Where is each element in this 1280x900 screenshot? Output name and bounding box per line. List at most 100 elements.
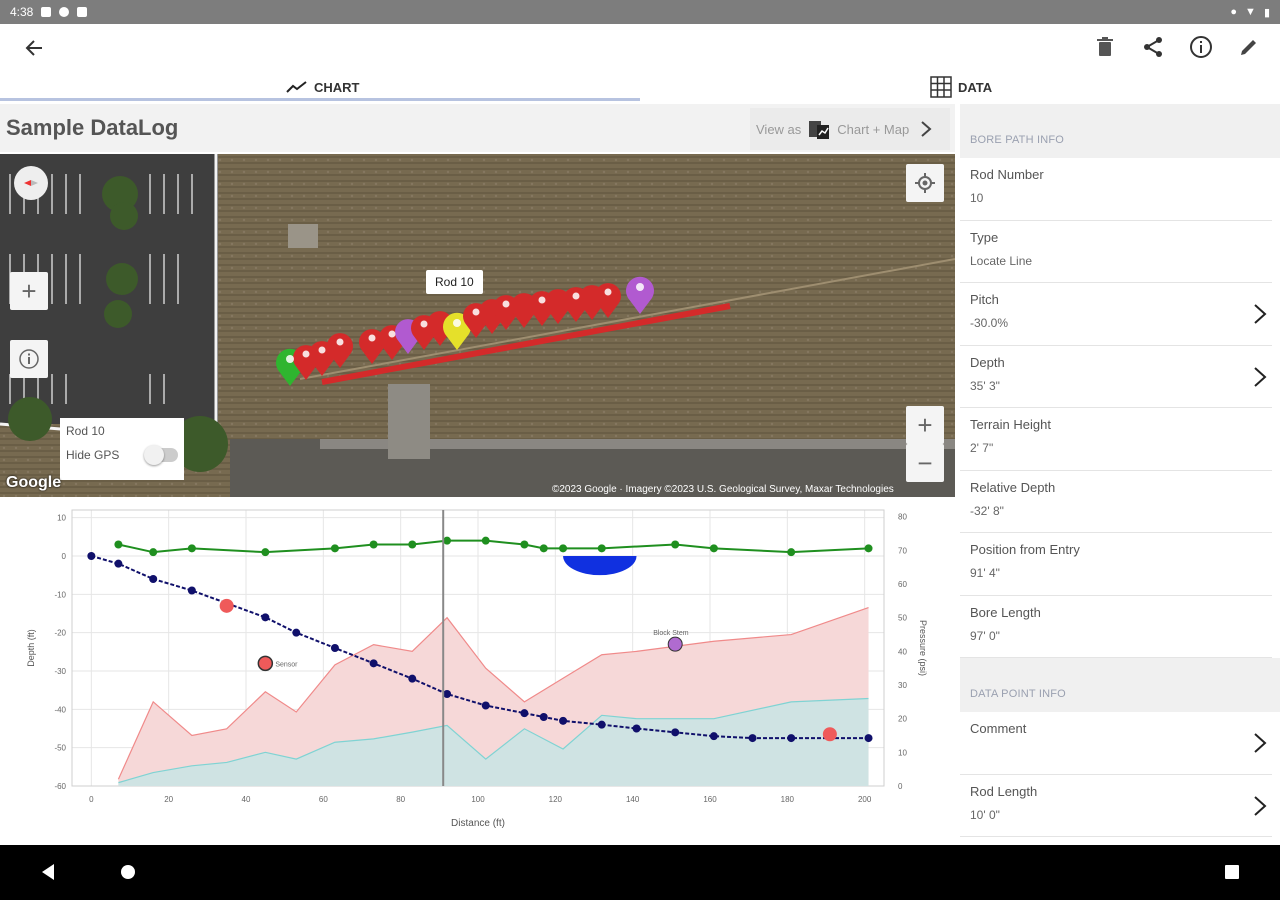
terrain-point (330, 544, 339, 553)
tab-data[interactable]: DATA (930, 72, 992, 102)
terrain-point (559, 544, 568, 553)
bore-point (671, 728, 680, 737)
terrain-point (539, 544, 548, 553)
info-row-value: 2' 7" (970, 441, 994, 455)
map-zoom-in-button[interactable]: + (906, 406, 944, 444)
square-recents-icon (1225, 865, 1239, 879)
bore-point (187, 586, 196, 595)
y2-tick-label: 80 (898, 513, 907, 522)
rod-popup: Rod 10 (426, 270, 483, 294)
bore-point (520, 709, 529, 718)
app-toolbar (0, 24, 1280, 72)
tab-chart[interactable]: CHART (286, 72, 360, 102)
bore-point (787, 734, 796, 743)
share-button[interactable] (1140, 34, 1166, 60)
trend-line-icon (286, 81, 307, 93)
back-button[interactable] (22, 36, 50, 60)
info-row-value: 97' 0" (970, 628, 1000, 643)
info-row-pitch[interactable]: Pitch -30.0% (960, 283, 1272, 346)
data-point-header: DATA POINT INFO (960, 658, 1280, 712)
map-info-button[interactable] (10, 340, 48, 378)
terrain-point (149, 548, 158, 557)
view-as-button[interactable]: View as Chart + Map (750, 108, 950, 150)
red-marker (219, 598, 234, 613)
chevron-right-icon (921, 121, 932, 137)
notification-icon (41, 7, 52, 17)
terrain-point (671, 540, 680, 549)
bore-point (539, 713, 548, 721)
y-tick-label: -20 (54, 629, 66, 638)
y2-tick-label: 50 (898, 614, 907, 623)
marker-label: Block Stem (653, 630, 689, 637)
info-row-terrain-height: Terrain Height 2' 7" (960, 408, 1272, 471)
compass-button[interactable] (14, 166, 48, 200)
x-tick-label: 140 (626, 795, 640, 804)
y2-tick-label: 0 (898, 782, 903, 791)
info-row-value: -30.0% (970, 316, 1009, 330)
chevron-right-icon[interactable] (1252, 732, 1268, 754)
info-row-relative-depth: Relative Depth -32' 8" (960, 471, 1272, 533)
info-row-rod-number: Rod Number 10 (960, 158, 1272, 221)
terrain-point (369, 540, 378, 549)
terrain-point (187, 544, 196, 553)
map-zoom-in-left-button[interactable]: + (10, 272, 48, 310)
compass-icon (24, 180, 38, 186)
info-row-label: Terrain Height (970, 417, 1051, 432)
terrain-point (481, 536, 490, 545)
bore-point (559, 716, 568, 725)
nav-home-button[interactable] (120, 864, 136, 885)
sensor-marker (257, 655, 274, 672)
nav-recents-button[interactable] (1224, 864, 1240, 885)
chevron-right-icon[interactable] (1252, 366, 1268, 388)
x-tick-label: 200 (858, 795, 872, 804)
nav-back-button[interactable] (40, 863, 56, 886)
info-row-depth[interactable]: Depth 35' 3" (960, 346, 1272, 408)
location-icon: ● (1230, 6, 1238, 18)
wifi-icon: ▼ (1245, 6, 1256, 18)
satellite-map[interactable]: + + − (0, 154, 955, 497)
pressure-series-line (117, 607, 869, 780)
bore-point (597, 720, 606, 729)
bore-point (292, 628, 301, 637)
bore-chart[interactable]: Sensor Block Stem 0 20 40 60 80 100 120 140 160 180… (0, 500, 955, 845)
view-tabs: CHART DATA (0, 72, 1280, 102)
map-attribution: ©2023 Google · Imagery ©2023 U.S. Geolog… (552, 484, 894, 495)
terrain-point (261, 548, 270, 557)
info-row-comment[interactable]: Comment (960, 712, 1272, 775)
info-row-value: 10' 0" (970, 807, 1000, 822)
page-title: Sample DataLog (6, 115, 179, 140)
info-row-label: Relative Depth (970, 479, 1056, 495)
chevron-right-icon[interactable] (1252, 303, 1268, 325)
info-row-label: Depth (970, 354, 1005, 370)
info-row-label: Pitch (970, 292, 999, 307)
bore-point (87, 552, 96, 560)
info-sidebar: BORE PATH INFO Rod Number 10 Type Locate Li… (960, 104, 1280, 845)
map-zoom-out-button[interactable]: − (906, 444, 944, 482)
pencil-icon (1241, 40, 1256, 55)
x-tick-label: 80 (396, 795, 405, 804)
info-row-value: Locate Line (970, 253, 1033, 268)
tab-chart-label: CHART (314, 79, 360, 95)
x-axis-label: Distance (ft) (451, 818, 505, 829)
bore-point (261, 613, 270, 622)
chevron-right-icon[interactable] (1252, 795, 1268, 817)
hide-gps-toggle[interactable] (144, 445, 178, 465)
y-tick-label: -10 (54, 590, 66, 599)
terrain-point (443, 536, 452, 545)
edit-button[interactable] (1236, 34, 1262, 60)
info-row-value: 35' 3" (970, 378, 1000, 393)
info-row-rod-length[interactable]: Rod Length 10' 0" (960, 775, 1272, 837)
info-row-value: 91' 4" (970, 566, 1000, 580)
info-button[interactable] (1188, 34, 1214, 60)
delete-button[interactable] (1092, 34, 1118, 60)
datalog-header: Sample DataLog View as Chart + Map (0, 104, 955, 152)
back-arrow-icon (25, 40, 42, 56)
bore-point (149, 575, 158, 583)
bore-point (864, 734, 873, 743)
triangle-back-icon (42, 864, 54, 880)
y2-tick-label: 70 (898, 546, 907, 555)
x-tick-label: 180 (781, 795, 795, 804)
my-location-button[interactable] (906, 164, 944, 202)
x-tick-label: 40 (242, 795, 251, 804)
